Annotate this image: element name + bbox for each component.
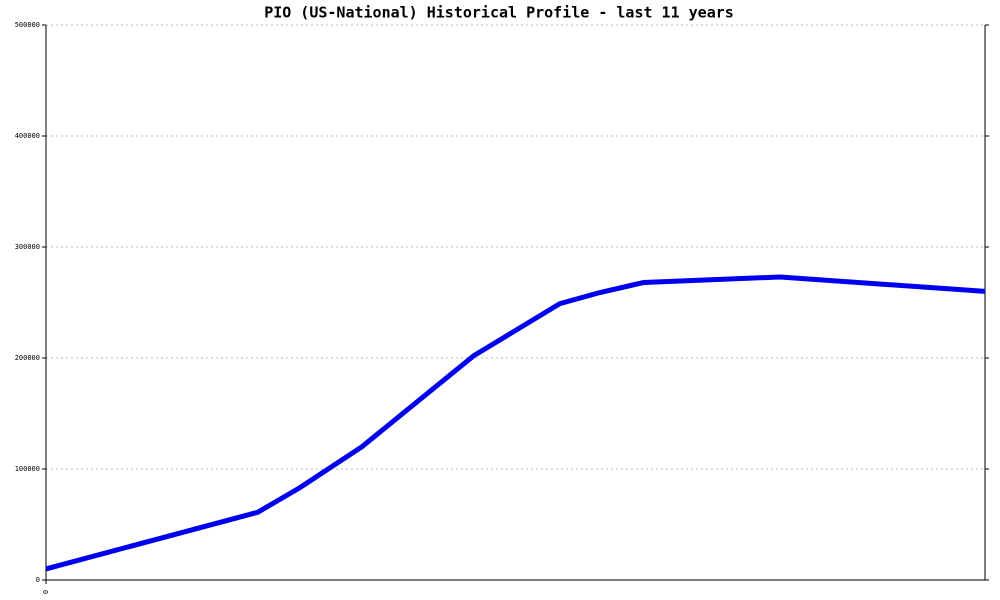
y-tick-label: 200000 <box>15 354 40 362</box>
y-tick-label: 400000 <box>15 132 40 140</box>
y-tick-label: 0 <box>36 576 40 584</box>
chart-title: PIO (US-National) Historical Profile - l… <box>264 4 734 22</box>
y-tick-label: 500000 <box>15 21 40 29</box>
y-tick-label: 100000 <box>15 465 40 473</box>
y-tick-label: 300000 <box>15 243 40 251</box>
x-tick-label: 0 <box>42 590 50 594</box>
data-line <box>45 274 986 572</box>
